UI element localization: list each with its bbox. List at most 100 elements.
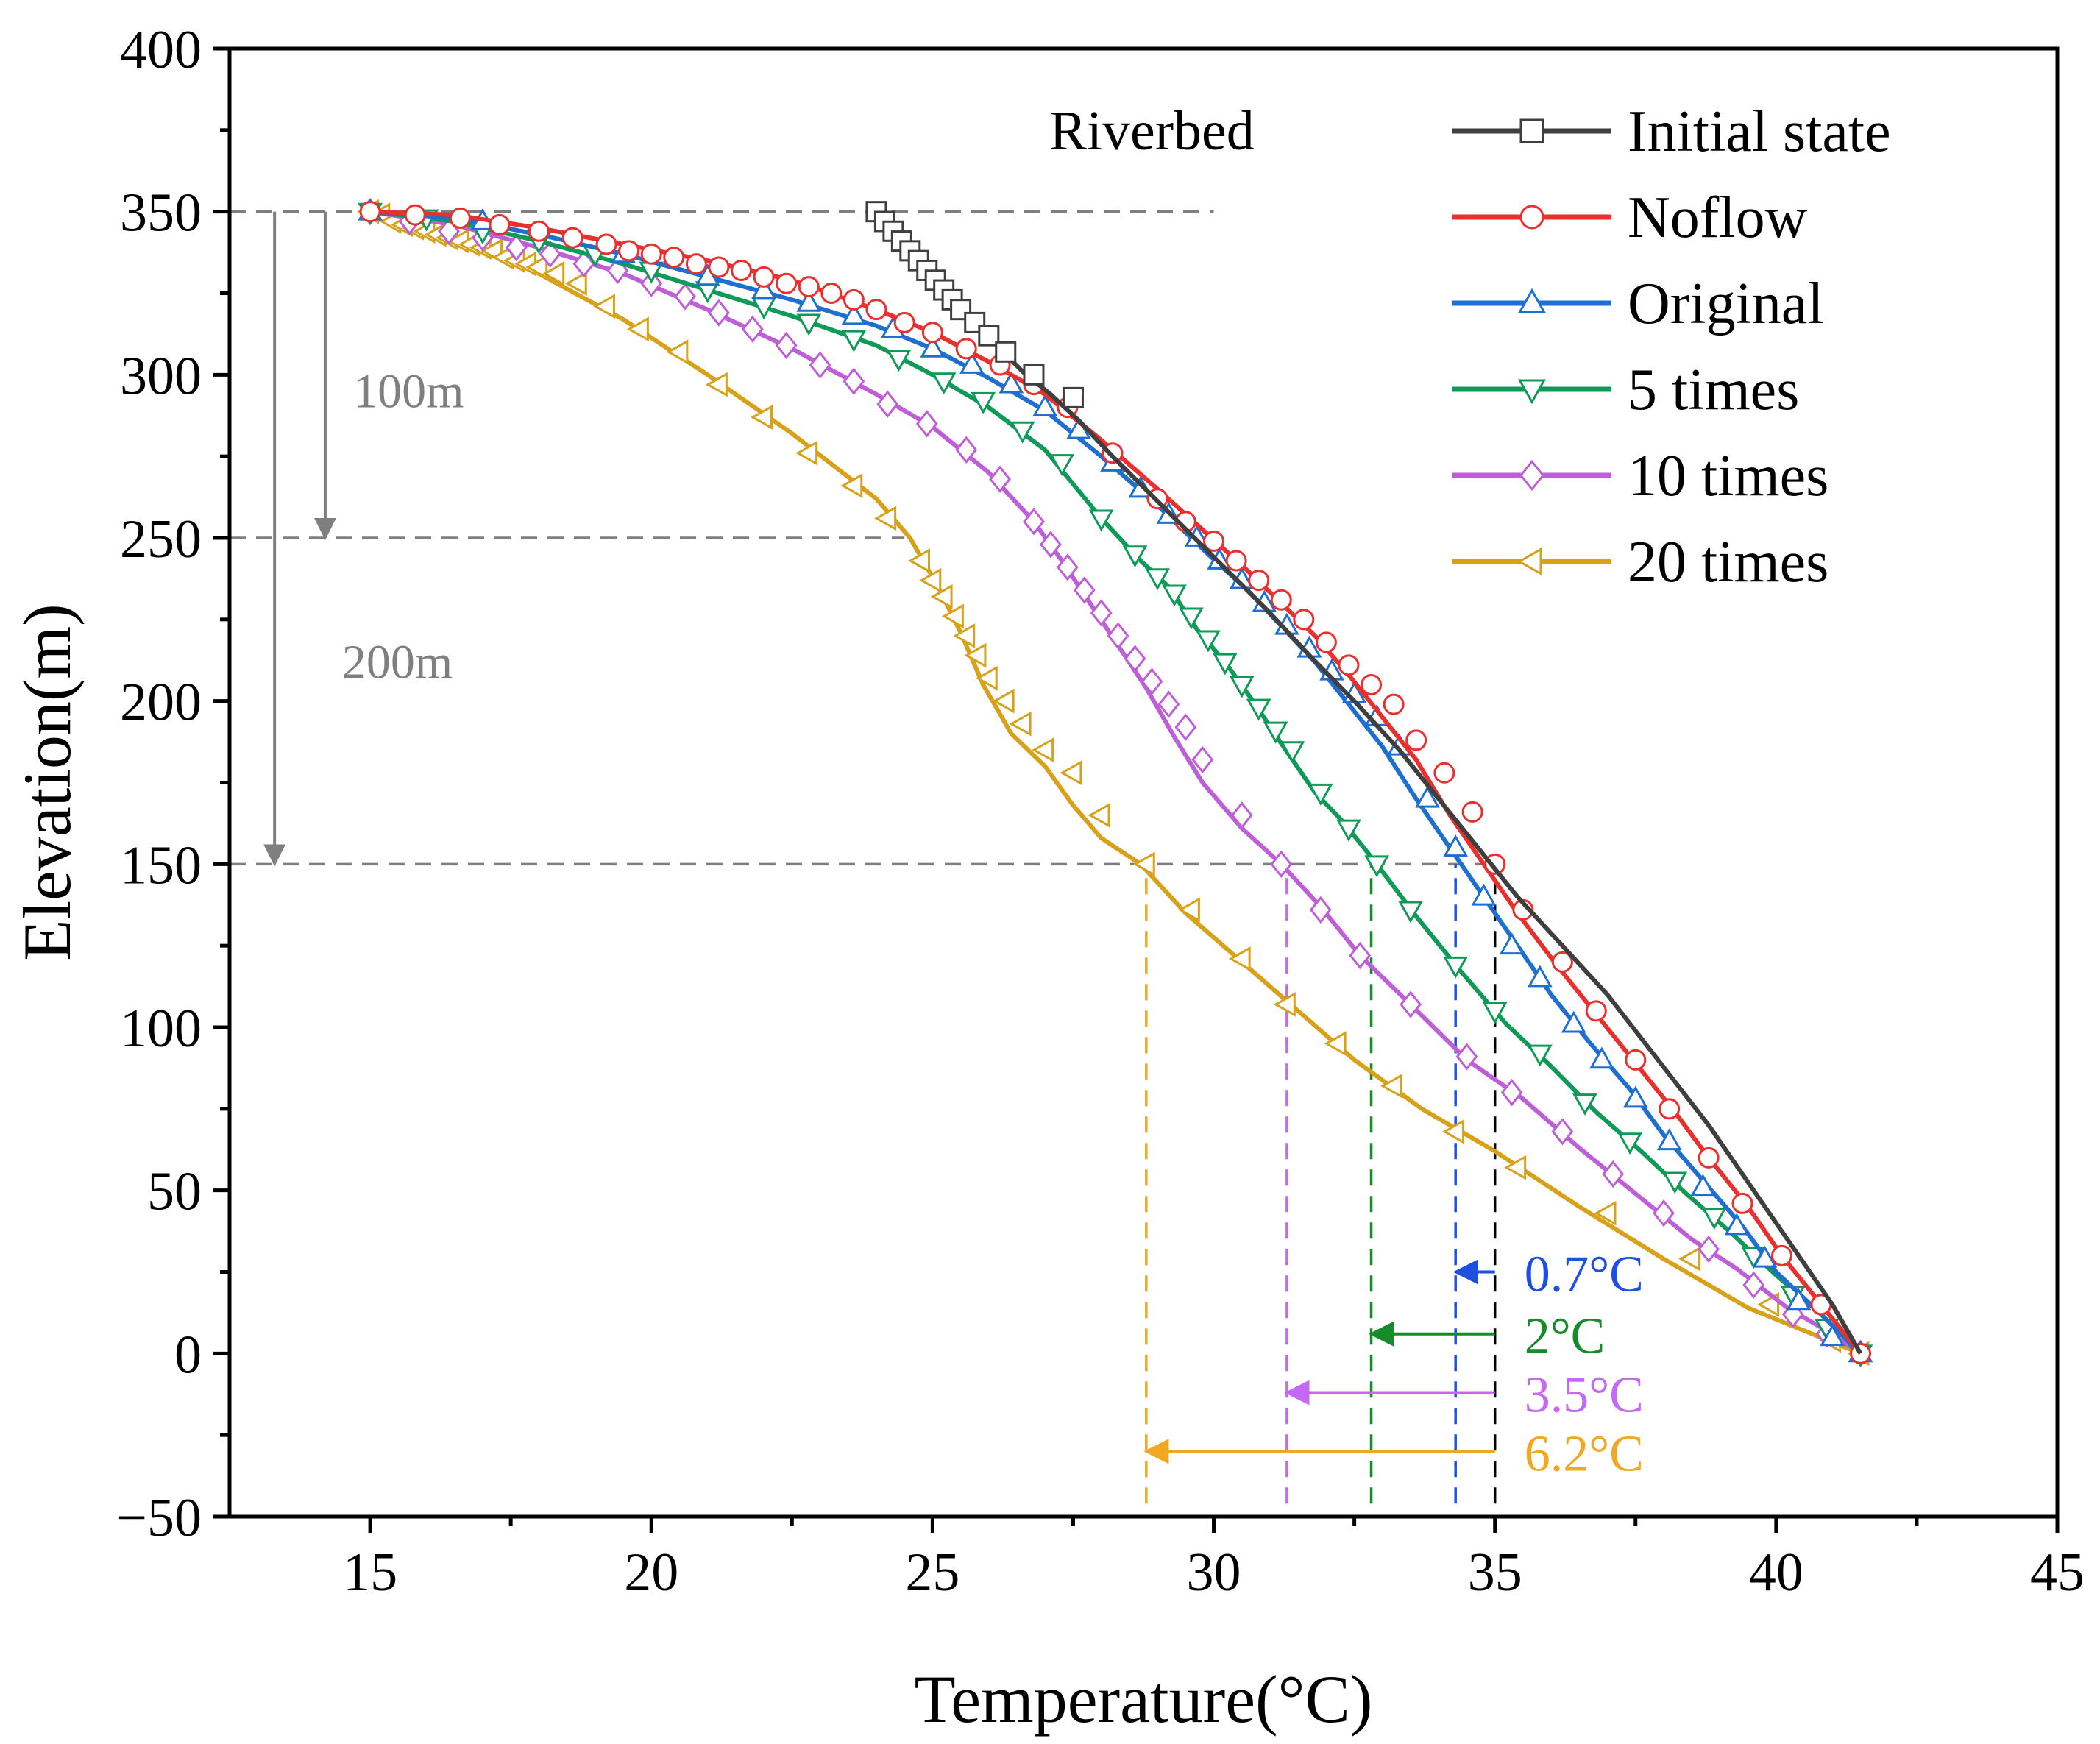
legend-label: Original <box>1628 272 1824 336</box>
data-point-marker <box>1324 1031 1347 1057</box>
y-tick-label: 0 <box>174 1325 202 1385</box>
data-point-marker <box>908 548 930 573</box>
data-point-marker <box>1500 1079 1523 1107</box>
series-initial-state <box>865 201 1863 1355</box>
data-point-marker <box>1443 834 1469 857</box>
y-tick-label: 200 <box>120 673 202 733</box>
y-tick-label: 50 <box>147 1162 202 1222</box>
y-tick-label: 400 <box>120 20 202 80</box>
data-point-marker <box>1602 1160 1625 1188</box>
data-point-marker <box>920 335 946 358</box>
data-point-marker <box>1124 645 1146 673</box>
data-point-marker <box>1622 1085 1648 1108</box>
data-point-marker <box>775 331 798 360</box>
data-point-marker <box>1690 1174 1716 1197</box>
data-point-marker <box>1786 1288 1812 1311</box>
data-point-marker <box>1032 394 1058 416</box>
data-point-marker <box>708 256 730 278</box>
data-point-marker <box>1527 1044 1553 1067</box>
data-point-marker <box>705 372 728 397</box>
temperature-difference-label: 2°C <box>1525 1308 1606 1365</box>
data-point-marker <box>1742 1271 1765 1299</box>
data-point-marker <box>1088 802 1110 828</box>
legend-item: 5 times <box>1452 358 1799 422</box>
data-point-marker <box>1088 509 1114 532</box>
data-point-marker <box>841 302 867 325</box>
data-point-marker <box>975 665 998 691</box>
data-point-marker <box>751 277 776 299</box>
data-point-marker <box>1659 1098 1681 1120</box>
y-tick-label: 350 <box>120 183 202 244</box>
data-point-marker <box>1731 1192 1753 1214</box>
data-point-marker <box>741 315 764 343</box>
data-point-marker <box>874 506 897 531</box>
data-point-marker <box>971 391 996 414</box>
data-point-marker <box>1248 570 1270 592</box>
legend-item: 20 times <box>1452 530 1828 595</box>
data-point-marker <box>992 688 1015 714</box>
data-point-marker <box>995 341 1017 363</box>
data-point-marker <box>776 272 798 294</box>
data-point-marker <box>1383 693 1405 715</box>
data-point-marker <box>953 623 976 648</box>
data-point-marker <box>572 249 595 278</box>
data-point-marker <box>1527 965 1553 988</box>
x-tick-label: 15 <box>343 1542 397 1603</box>
data-point-marker <box>1263 721 1288 744</box>
data-point-marker <box>1032 737 1054 763</box>
data-point-marker <box>751 405 773 430</box>
data-point-marker <box>593 294 615 319</box>
y-tick-label: 100 <box>120 999 202 1059</box>
data-point-marker <box>1203 530 1225 552</box>
data-point-marker <box>1519 205 1544 230</box>
data-point-marker <box>1561 1010 1586 1033</box>
data-point-marker <box>1662 1171 1688 1194</box>
data-point-marker <box>1849 1342 1871 1364</box>
data-point-marker <box>930 584 953 609</box>
data-point-marker <box>1572 1093 1597 1116</box>
data-point-marker <box>840 473 863 498</box>
data-point-marker <box>1698 1235 1720 1263</box>
data-point-marker <box>1270 850 1293 878</box>
data-point-marker <box>1415 785 1440 808</box>
data-point-marker <box>618 240 640 262</box>
data-point-marker <box>1073 576 1096 604</box>
x-tick-label: 45 <box>2030 1542 2085 1603</box>
data-point-marker <box>865 299 887 321</box>
data-point-marker <box>1551 951 1573 973</box>
data-point-marker <box>525 255 548 280</box>
legend: Initial state Noflow Original 5 times 10 tim… <box>1452 99 1891 595</box>
data-point-marker <box>921 322 943 344</box>
data-point-marker <box>1023 364 1045 386</box>
data-point-marker <box>753 266 775 288</box>
data-point-marker <box>820 283 843 304</box>
data-point-marker <box>1349 941 1372 970</box>
data-point-marker <box>1191 745 1214 774</box>
data-point-marker <box>809 351 831 379</box>
data-point-marker <box>505 233 528 262</box>
x-tick-label: 25 <box>905 1542 959 1603</box>
data-point-marker <box>989 465 1012 493</box>
data-point-marker <box>1517 547 1542 576</box>
legend-label: 5 times <box>1628 358 1799 422</box>
data-point-marker <box>561 227 583 249</box>
data-point-marker <box>931 372 957 395</box>
data-point-marker <box>1141 667 1163 695</box>
data-point-marker <box>1443 956 1469 979</box>
data-point-marker <box>1442 1119 1465 1144</box>
data-point-marker <box>1246 698 1271 721</box>
data-point-marker <box>1062 386 1084 408</box>
legend-label: Initial state <box>1628 99 1891 164</box>
data-point-marker <box>1585 1000 1607 1022</box>
axis-layer: 15 20 25 30 35 40 45 −50 0 50 100 150 200 250 300 350 40… <box>116 20 2085 1603</box>
data-point-marker <box>1656 1128 1682 1151</box>
data-point-marker <box>796 313 822 336</box>
series-noflow <box>359 201 1871 1364</box>
data-point-marker <box>886 350 912 372</box>
data-point-marker <box>955 436 978 464</box>
data-point-marker <box>708 299 730 327</box>
data-point-marker <box>1056 553 1079 581</box>
data-point-marker <box>1308 783 1333 806</box>
